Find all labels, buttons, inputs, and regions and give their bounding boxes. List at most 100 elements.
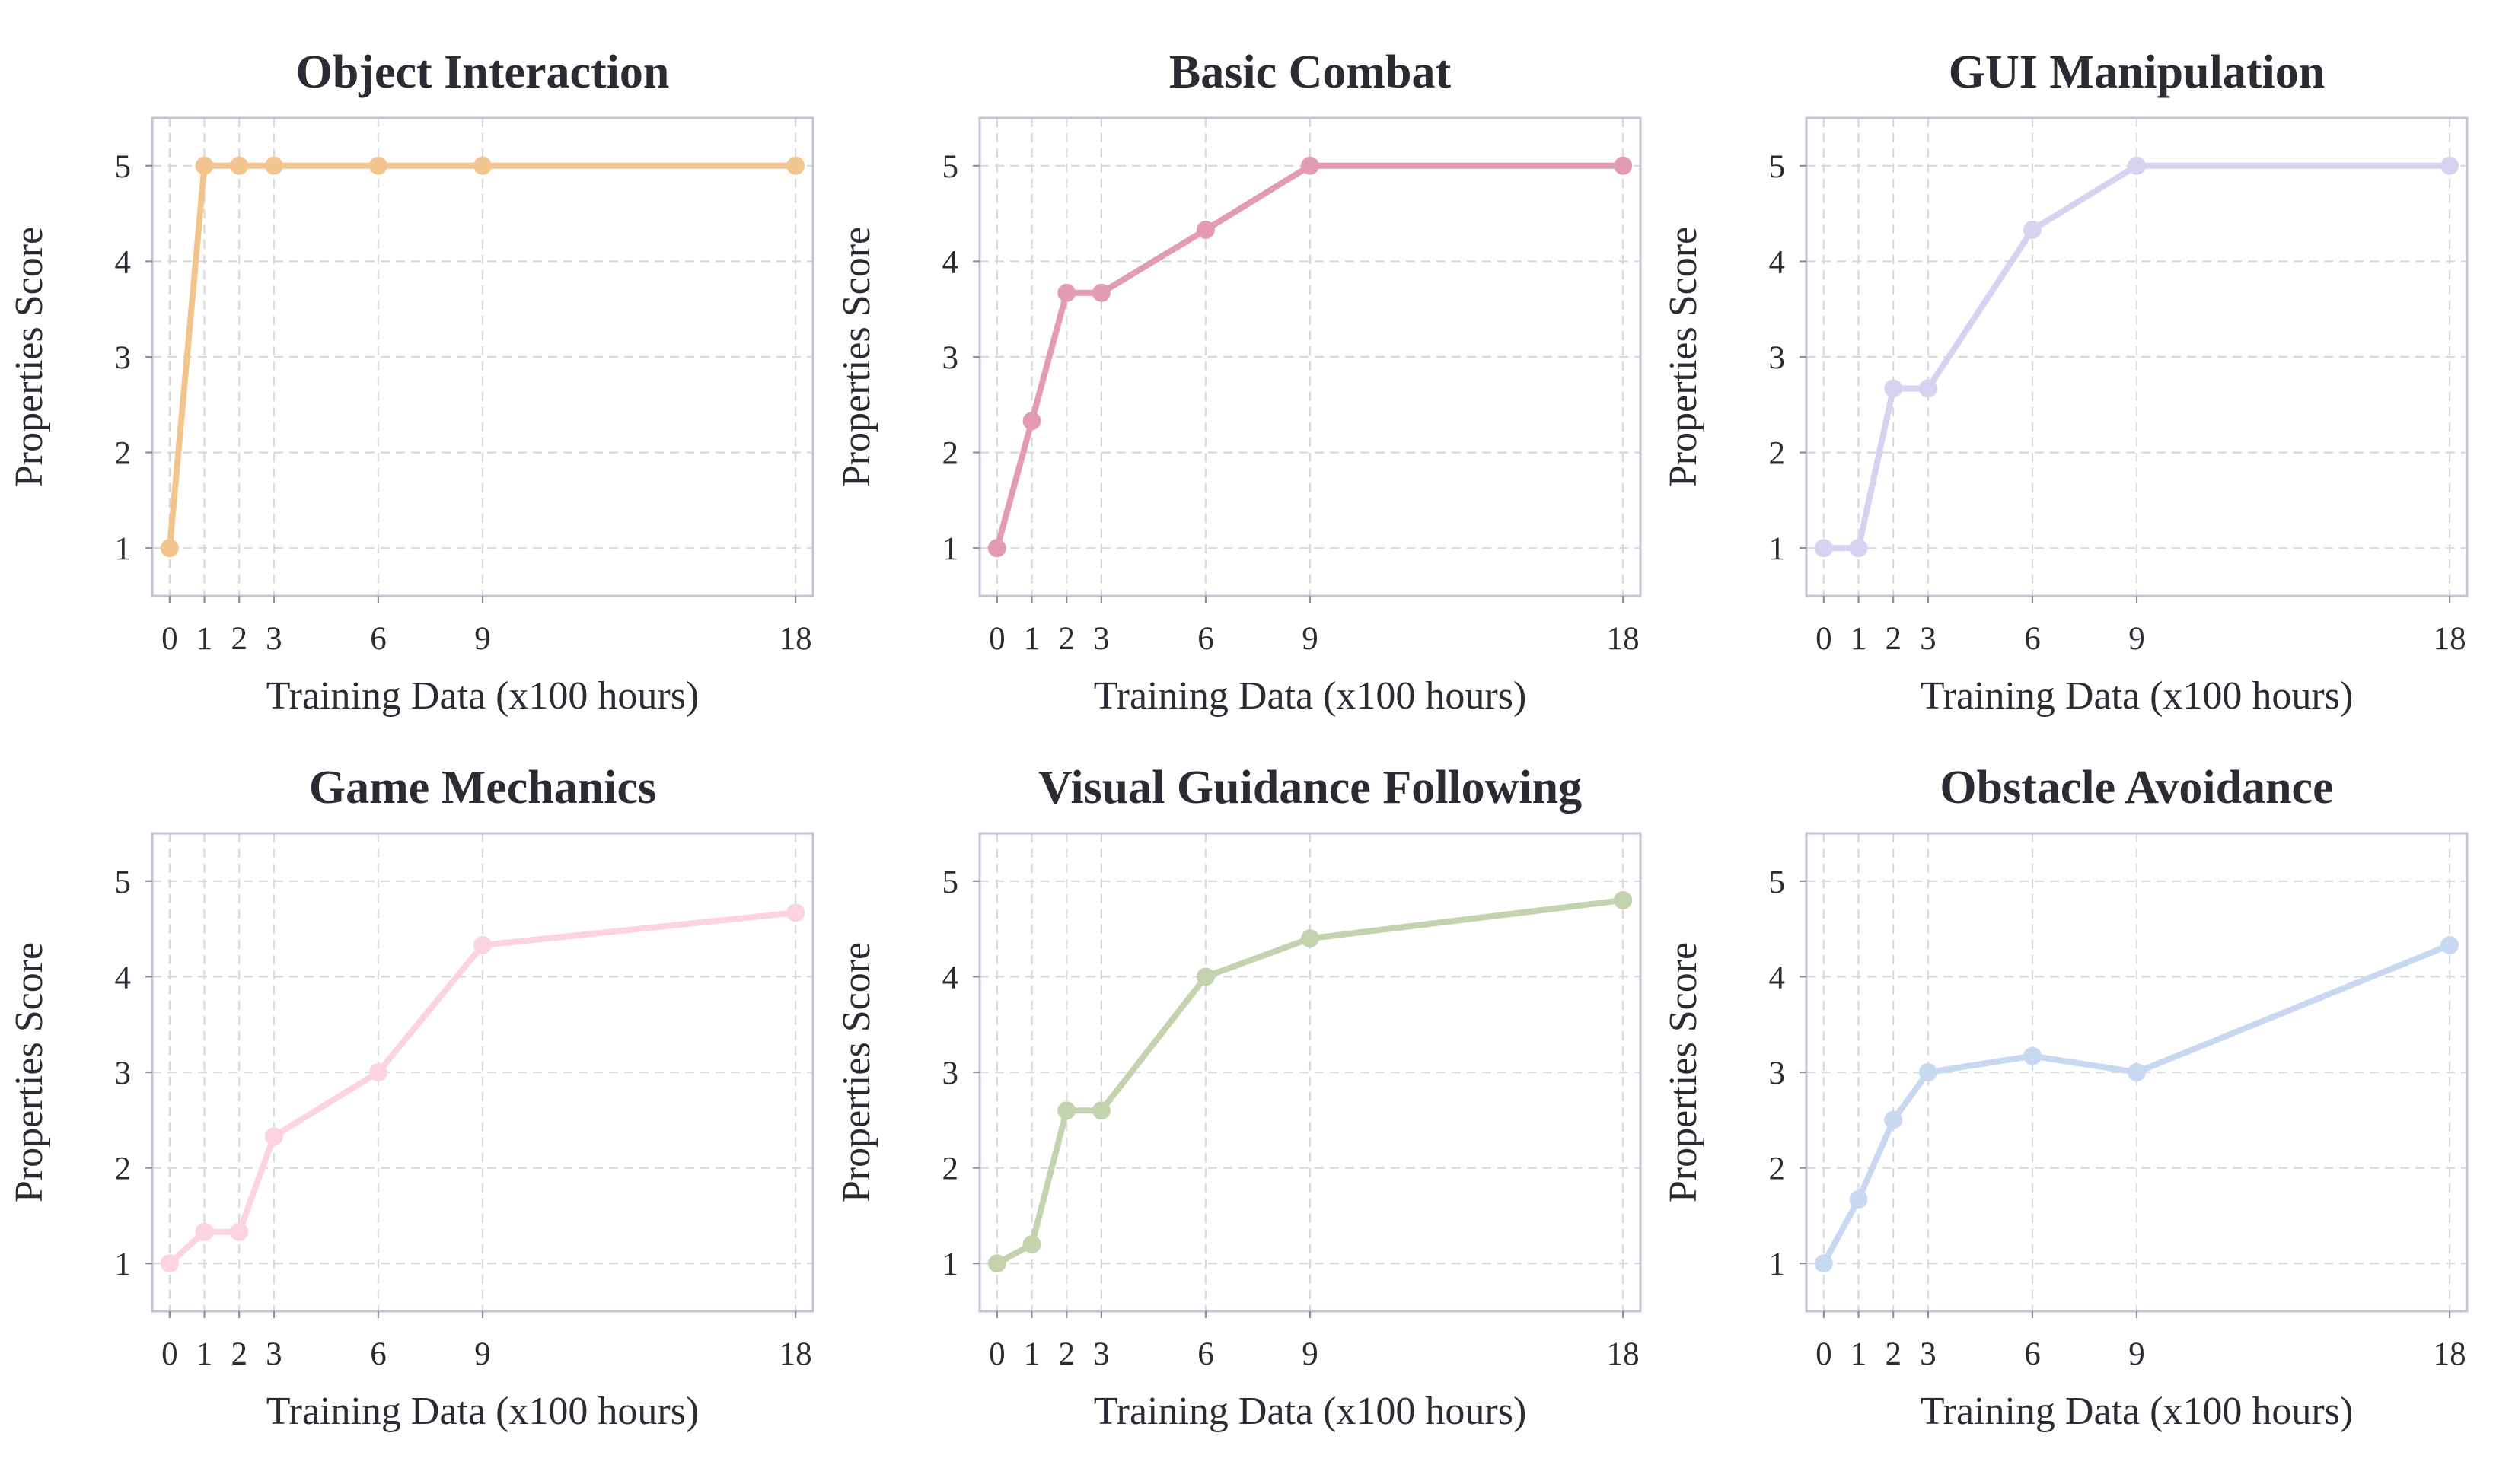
x-tick-label: 9 (2128, 1336, 2145, 1372)
data-point (2440, 156, 2459, 175)
data-point (195, 156, 214, 175)
data-point (786, 156, 805, 175)
x-tick-label: 18 (1607, 621, 1640, 657)
y-tick-label: 4 (942, 244, 959, 280)
x-tick-label: 9 (474, 621, 491, 657)
data-point (368, 1063, 387, 1081)
y-tick-label: 4 (942, 960, 959, 995)
data-point (160, 539, 179, 558)
x-tick-label: 0 (989, 621, 1006, 657)
x-tick-label: 6 (370, 1336, 387, 1372)
data-point (1057, 283, 1076, 302)
x-tick-label: 1 (1851, 1336, 1867, 1372)
x-tick-label: 18 (1607, 1336, 1640, 1372)
y-tick-label: 5 (942, 865, 959, 900)
chart-title: Obstacle Avoidance (1940, 762, 2333, 814)
data-point (1918, 379, 1937, 398)
data-point (1301, 929, 1319, 948)
x-axis-label: Training Data (x100 hours) (1094, 1390, 1527, 1433)
data-point (1884, 1110, 1903, 1129)
data-point (1814, 1254, 1833, 1273)
x-tick-label: 0 (161, 621, 178, 657)
data-point (473, 935, 492, 954)
y-tick-label: 1 (1769, 1247, 1786, 1282)
y-tick-label: 5 (1769, 865, 1786, 900)
data-point (1057, 1101, 1076, 1120)
x-tick-label: 3 (1920, 1336, 1937, 1372)
data-point (1196, 967, 1215, 986)
y-tick-label: 4 (1769, 960, 1786, 995)
data-point (2128, 1063, 2146, 1081)
x-axis-label: Training Data (x100 hours) (1094, 674, 1527, 718)
data-point (987, 1254, 1006, 1273)
x-tick-label: 9 (474, 1336, 491, 1372)
y-tick-label: 5 (115, 149, 132, 185)
data-point (264, 156, 283, 175)
y-tick-label: 4 (1769, 244, 1786, 280)
data-point (160, 1254, 179, 1273)
y-tick-label: 3 (1769, 340, 1786, 376)
chart-title: Visual Guidance Following (1038, 762, 1582, 814)
x-tick-label: 6 (2024, 621, 2041, 657)
y-tick-label: 2 (1769, 436, 1786, 472)
x-tick-label: 1 (196, 1336, 213, 1372)
y-axis-label: Properties Score (835, 227, 878, 487)
x-tick-label: 18 (2434, 1336, 2466, 1372)
y-axis-label: Properties Score (8, 942, 51, 1202)
x-axis-label: Training Data (x100 hours) (266, 1390, 700, 1433)
x-tick-label: 1 (1024, 1336, 1041, 1372)
data-point (1614, 890, 1633, 909)
x-tick-label: 9 (1302, 621, 1318, 657)
y-axis-label: Properties Score (1662, 942, 1705, 1202)
y-tick-label: 3 (115, 1056, 132, 1091)
data-point (368, 156, 387, 175)
x-tick-label: 0 (989, 1336, 1006, 1372)
y-tick-label: 2 (942, 436, 959, 472)
data-point (1301, 156, 1319, 175)
data-point (195, 1222, 214, 1241)
x-axis-label: Training Data (x100 hours) (1921, 1390, 2354, 1433)
x-tick-label: 2 (231, 1336, 247, 1372)
y-tick-label: 2 (115, 1151, 132, 1187)
y-tick-label: 2 (1769, 1151, 1786, 1187)
y-tick-label: 1 (942, 531, 959, 567)
x-tick-label: 3 (1920, 621, 1937, 657)
y-tick-label: 2 (942, 1151, 959, 1187)
data-point (1022, 1235, 1041, 1254)
y-tick-label: 2 (115, 436, 132, 472)
data-point (1814, 539, 1833, 558)
y-tick-label: 5 (1769, 149, 1786, 185)
y-tick-label: 1 (942, 1247, 959, 1282)
x-tick-label: 3 (1093, 1336, 1110, 1372)
y-tick-label: 3 (1769, 1056, 1786, 1091)
y-axis-label: Properties Score (8, 227, 51, 487)
x-tick-label: 0 (161, 1336, 178, 1372)
data-point (2023, 1046, 2042, 1065)
data-point (1918, 1063, 1937, 1081)
y-tick-label: 3 (115, 340, 132, 376)
data-point (230, 1222, 249, 1241)
x-tick-label: 18 (779, 621, 812, 657)
data-point (1849, 539, 1868, 558)
chart-title: GUI Manipulation (1949, 46, 2325, 98)
y-tick-label: 1 (115, 1247, 132, 1282)
x-tick-label: 1 (1024, 621, 1041, 657)
x-tick-label: 3 (1093, 621, 1110, 657)
data-point (2440, 935, 2459, 954)
x-tick-label: 9 (2128, 621, 2145, 657)
data-point (1614, 156, 1633, 175)
y-tick-label: 5 (115, 865, 132, 900)
x-tick-label: 6 (2024, 1336, 2041, 1372)
x-tick-label: 2 (1058, 1336, 1075, 1372)
x-tick-label: 3 (266, 621, 282, 657)
y-tick-label: 5 (942, 149, 959, 185)
y-tick-label: 1 (1769, 531, 1786, 567)
data-point (987, 539, 1006, 558)
